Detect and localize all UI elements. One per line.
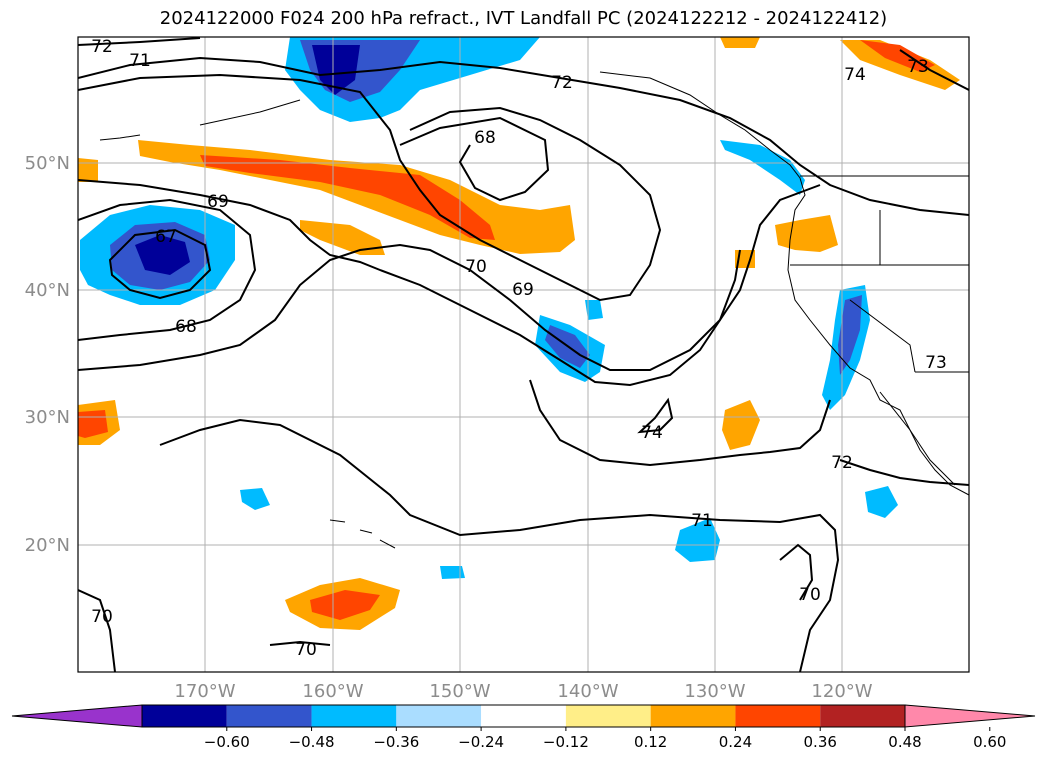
shade-pos-ne [840,40,960,90]
colorbar-swatch [650,705,736,727]
shade-neg-small-3 [865,486,898,518]
shade-neg-west-core [135,235,190,275]
colorbar-swatch [226,705,312,727]
lat-label: 20°N [25,535,70,556]
lon-labels: 170°W 160°W 150°W 140°W 130°W 120°W [174,681,872,702]
colorbar-swatch [565,705,651,727]
lat-label: 40°N [25,280,70,301]
contour-label: 73 [907,57,929,77]
colorbar-swatch [311,705,397,727]
lon-label: 120°W [811,681,872,702]
coastlines [99,71,969,549]
shade-pos-south-1 [722,400,760,450]
colorbar-tick-label: 0.60 [973,733,1006,751]
contour-label: 68 [474,128,496,148]
colorbar-swatch [142,705,227,727]
map-content: 72 71 72 74 73 68 69 67 70 69 68 74 72 7… [78,37,969,672]
shade-pos-oregon [775,215,838,252]
colorbar-tick-label: −0.48 [289,733,335,751]
shade-neg-small-2 [240,488,270,510]
colorbar-tick-label: 0.24 [719,733,752,751]
colorbar-tick-label: 0.12 [634,733,667,751]
contour-label: 74 [641,423,663,443]
contour-label: 71 [129,51,151,71]
colorbar-swatch [735,705,821,727]
shade-pos-top [720,37,760,48]
contour-labels: 72 71 72 74 73 68 69 67 70 69 68 74 72 7… [91,37,947,660]
colorbar-tick-label: 0.36 [804,733,837,751]
colorbar: −0.60 −0.48 −0.36 −0.24 −0.12 0.12 0.24 0.36 0.4… [11,704,1036,751]
contour-label: 74 [844,65,866,85]
colorbar-tick-label: −0.24 [458,733,504,751]
colorbar-swatch [820,705,905,727]
lon-label: 140°W [557,681,618,702]
contour-label: 69 [207,192,229,212]
shade-neg-gulf-core [312,45,360,95]
colorbar-tick-label: 0.48 [888,733,921,751]
colorbar-extend-min [11,704,143,728]
colorbar-tick-label: −0.60 [204,733,250,751]
lat-label: 50°N [25,153,70,174]
colorbar-tick-label: −0.36 [373,733,419,751]
contour-label: 70 [465,257,487,277]
lat-label: 30°N [25,407,70,428]
shade-neg-small-4 [440,566,465,579]
lon-label: 150°W [429,681,490,702]
shade-neg-bc [720,140,805,195]
lon-label: 130°W [684,681,745,702]
lon-label: 160°W [302,681,363,702]
shade-pos-hawaii-south-core [310,590,380,620]
shaded-regions [78,37,960,630]
contour-label: 70 [295,640,317,660]
contour-label: 72 [91,37,113,57]
map-title: 2024122000 F024 200 hPa refract., IVT La… [159,8,888,29]
lon-label: 170°W [174,681,235,702]
contour-label: 70 [799,585,821,605]
colorbar-swatch [396,705,482,727]
shade-neg-south [675,518,720,562]
colorbar-frame [141,704,906,728]
shade-pos-west [78,158,98,182]
map-area [78,37,969,672]
colorbar-extend-max [904,704,1036,728]
gridlines [78,37,969,672]
shade-neg-small-1 [585,300,603,320]
shade-pos-band-core [200,155,495,240]
contour-label: 69 [512,280,534,300]
contour-label: 71 [691,511,713,531]
contour-label: 72 [551,73,573,93]
contour-label: 73 [925,353,947,373]
contour-label: 68 [175,317,197,337]
contour-label: 67 [155,227,177,247]
colorbar-tick-label: −0.12 [543,733,589,751]
contour-label: 70 [91,607,113,627]
shade-pos-ne-core [860,40,935,72]
shade-neg-calif-core [838,295,862,375]
map-frame [77,36,970,673]
colorbar-swatch [481,705,566,727]
lat-labels: 50°N 40°N 30°N 20°N [25,153,70,556]
contours [78,37,969,672]
shade-pos-small-1 [300,220,385,255]
contour-label: 72 [831,453,853,473]
